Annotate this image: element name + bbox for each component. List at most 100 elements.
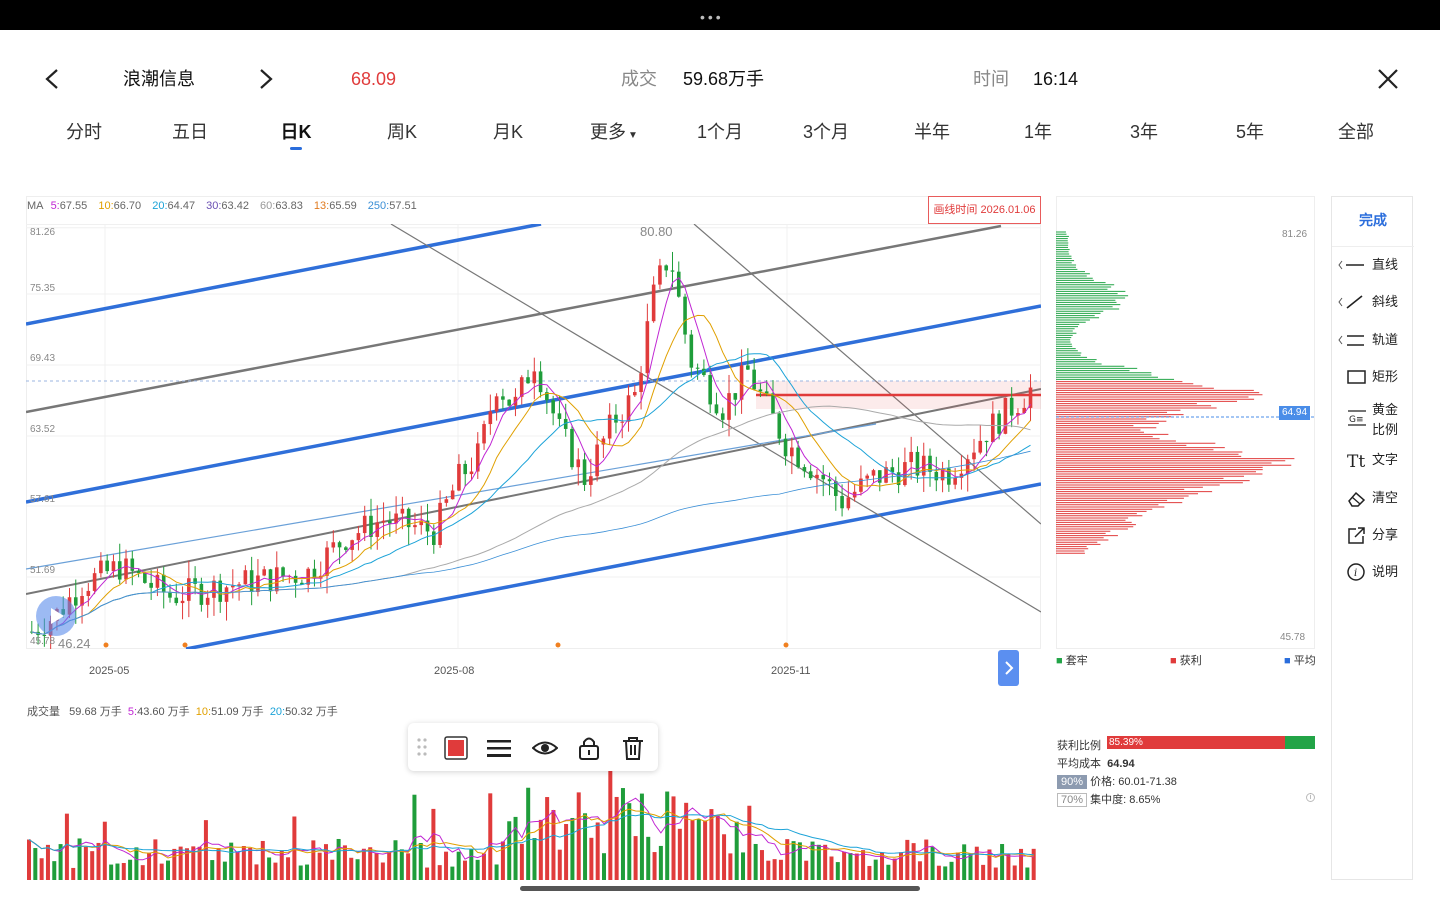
candle-body <box>764 391 769 394</box>
tool-clear[interactable]: 清空 <box>1332 483 1414 513</box>
tool-diagonal-line[interactable]: 斜线 <box>1332 287 1414 317</box>
volume-bar <box>974 846 979 880</box>
candle-body <box>513 396 518 406</box>
candle-body <box>161 574 166 593</box>
avg-cost-row: 平均成本 64.94 <box>1057 755 1135 771</box>
candle-body <box>997 413 1001 434</box>
lock-icon[interactable] <box>576 735 602 761</box>
candle-body <box>727 393 731 420</box>
back-chevron-icon[interactable] <box>42 68 62 90</box>
tab-monthly-k[interactable]: 月K <box>492 122 523 142</box>
moving-average-line <box>31 314 1031 635</box>
tab-wuri[interactable]: 五日 <box>172 122 208 142</box>
tab-more[interactable]: 更多 ▼ <box>590 122 638 142</box>
candle-body <box>896 472 901 486</box>
kline-panel[interactable] <box>26 196 1041 649</box>
candle-body <box>180 600 185 604</box>
tool-rectangle[interactable]: 矩形 <box>1332 362 1414 392</box>
chip-distribution-chart <box>1056 231 1315 554</box>
candle-body <box>130 558 135 571</box>
candle-body <box>1022 407 1027 414</box>
playback-icon[interactable] <box>36 596 76 636</box>
tab-all[interactable]: 全部 <box>1338 122 1374 142</box>
volume-bar <box>595 822 600 880</box>
ma30: 30:63.42 <box>206 200 249 212</box>
next-chevron-icon[interactable] <box>256 68 276 90</box>
volume-bar <box>684 802 689 880</box>
avg-cost-value: 64.94 <box>1107 758 1135 770</box>
candle-body <box>871 470 876 476</box>
candle-body <box>249 570 254 593</box>
color-swatch-icon[interactable] <box>443 735 469 761</box>
candle-body <box>821 474 826 480</box>
close-icon[interactable] <box>1377 68 1399 90</box>
candle-body <box>545 392 549 401</box>
candle-body <box>739 365 744 400</box>
volume-bar <box>317 852 322 880</box>
volume-bar <box>323 844 328 880</box>
candle-body <box>419 520 424 526</box>
volume-bar <box>216 848 221 880</box>
volume-chart[interactable] <box>26 720 1041 880</box>
stock-name[interactable]: 浪潮信息 <box>123 69 195 89</box>
volume-bar <box>349 857 354 880</box>
caret-down-icon: ▼ <box>628 130 638 141</box>
candle-body <box>136 570 141 574</box>
candle-body <box>664 265 669 271</box>
tool-channel[interactable]: 轨道 <box>1332 325 1414 355</box>
volume-bar <box>494 864 499 880</box>
tool-golden-ratio[interactable]: G≡ 黄金 比例 <box>1332 399 1414 441</box>
delete-icon[interactable] <box>620 735 646 761</box>
vol-ma5: 43.60 万手 <box>137 706 190 718</box>
volume-bar <box>469 849 474 880</box>
candle-body <box>840 496 844 509</box>
tool-help[interactable]: i 说明 <box>1332 557 1414 587</box>
line-style-icon[interactable] <box>486 735 512 761</box>
tool-text[interactable]: Tt 文字 <box>1332 445 1414 475</box>
tab-3-year[interactable]: 3年 <box>1129 122 1158 142</box>
volume-ma-line <box>28 797 1034 861</box>
tab-1-month[interactable]: 1个月 <box>696 122 743 142</box>
volume-bar <box>172 848 177 880</box>
tool-share[interactable]: 分享 <box>1332 520 1414 550</box>
tab-5-year[interactable]: 5年 <box>1235 122 1264 142</box>
channel-icon <box>1338 335 1364 346</box>
candle-body <box>300 582 304 585</box>
candle-body <box>846 497 851 509</box>
volume-bar <box>602 853 607 880</box>
tab-fenshi[interactable]: 分时 <box>66 122 102 142</box>
done-button[interactable]: 完成 <box>1332 205 1414 247</box>
low-annotation: 46.24 <box>58 636 91 651</box>
candlestick-chart[interactable] <box>26 224 1041 649</box>
tab-half-year[interactable]: 半年 <box>914 122 950 142</box>
candle-body <box>639 373 643 393</box>
volume-bar <box>109 864 114 880</box>
tab-1-year[interactable]: 1年 <box>1023 122 1052 142</box>
trend-line <box>185 482 1041 649</box>
dist-bottom-price: 45.78 <box>1280 632 1306 643</box>
drag-handle-icon[interactable] <box>416 735 442 761</box>
volume-bar <box>178 846 183 880</box>
tab-daily-k[interactable]: 日K <box>243 112 349 152</box>
more-dots-icon[interactable]: ••• <box>700 9 724 25</box>
tool-straight-line[interactable]: 直线 <box>1332 250 1414 280</box>
scroll-right-button[interactable] <box>998 650 1019 686</box>
volume-bar <box>355 859 360 880</box>
tab-3-month[interactable]: 3个月 <box>802 122 849 142</box>
candle-body <box>651 284 656 322</box>
info-icon: i <box>1347 563 1365 581</box>
volume-bar <box>842 851 847 880</box>
volume-bar <box>77 838 82 880</box>
candle-body <box>865 475 870 479</box>
volume-bar <box>741 852 746 880</box>
tab-weekly-k[interactable]: 周K <box>386 122 417 142</box>
candle-body <box>463 463 468 475</box>
candle-body <box>695 367 700 369</box>
volume-bar <box>229 842 234 880</box>
candle-body <box>450 490 455 500</box>
info-small-icon[interactable]: i <box>1306 793 1315 802</box>
eye-icon[interactable] <box>532 735 558 761</box>
volume-bar <box>696 819 701 880</box>
volume-bar <box>936 865 941 880</box>
volume-bar <box>102 821 107 880</box>
